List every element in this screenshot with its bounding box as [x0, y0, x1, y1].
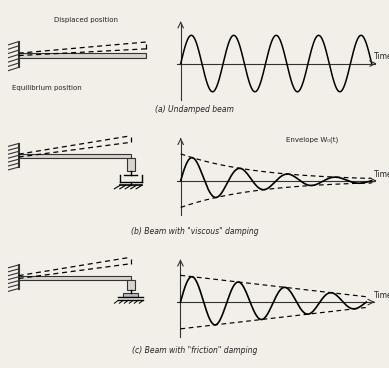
Text: Displaced position: Displaced position [54, 17, 117, 23]
Text: (b) Beam with "viscous" damping: (b) Beam with "viscous" damping [131, 227, 258, 236]
Text: Time: Time [374, 291, 389, 300]
Text: Equilibrium position: Equilibrium position [12, 85, 82, 91]
Bar [19, 276, 131, 280]
Bar [127, 158, 135, 171]
Text: Envelope W₀(t): Envelope W₀(t) [286, 137, 338, 144]
Text: (a) Undamped beam: (a) Undamped beam [155, 105, 234, 114]
Text: (c) Beam with "friction" damping: (c) Beam with "friction" damping [132, 346, 257, 355]
Text: Time: Time [373, 170, 389, 178]
Bar [19, 154, 131, 158]
Bar [127, 280, 135, 290]
Bar [123, 293, 138, 297]
Bar [19, 53, 146, 58]
Text: Time: Time [373, 52, 389, 61]
